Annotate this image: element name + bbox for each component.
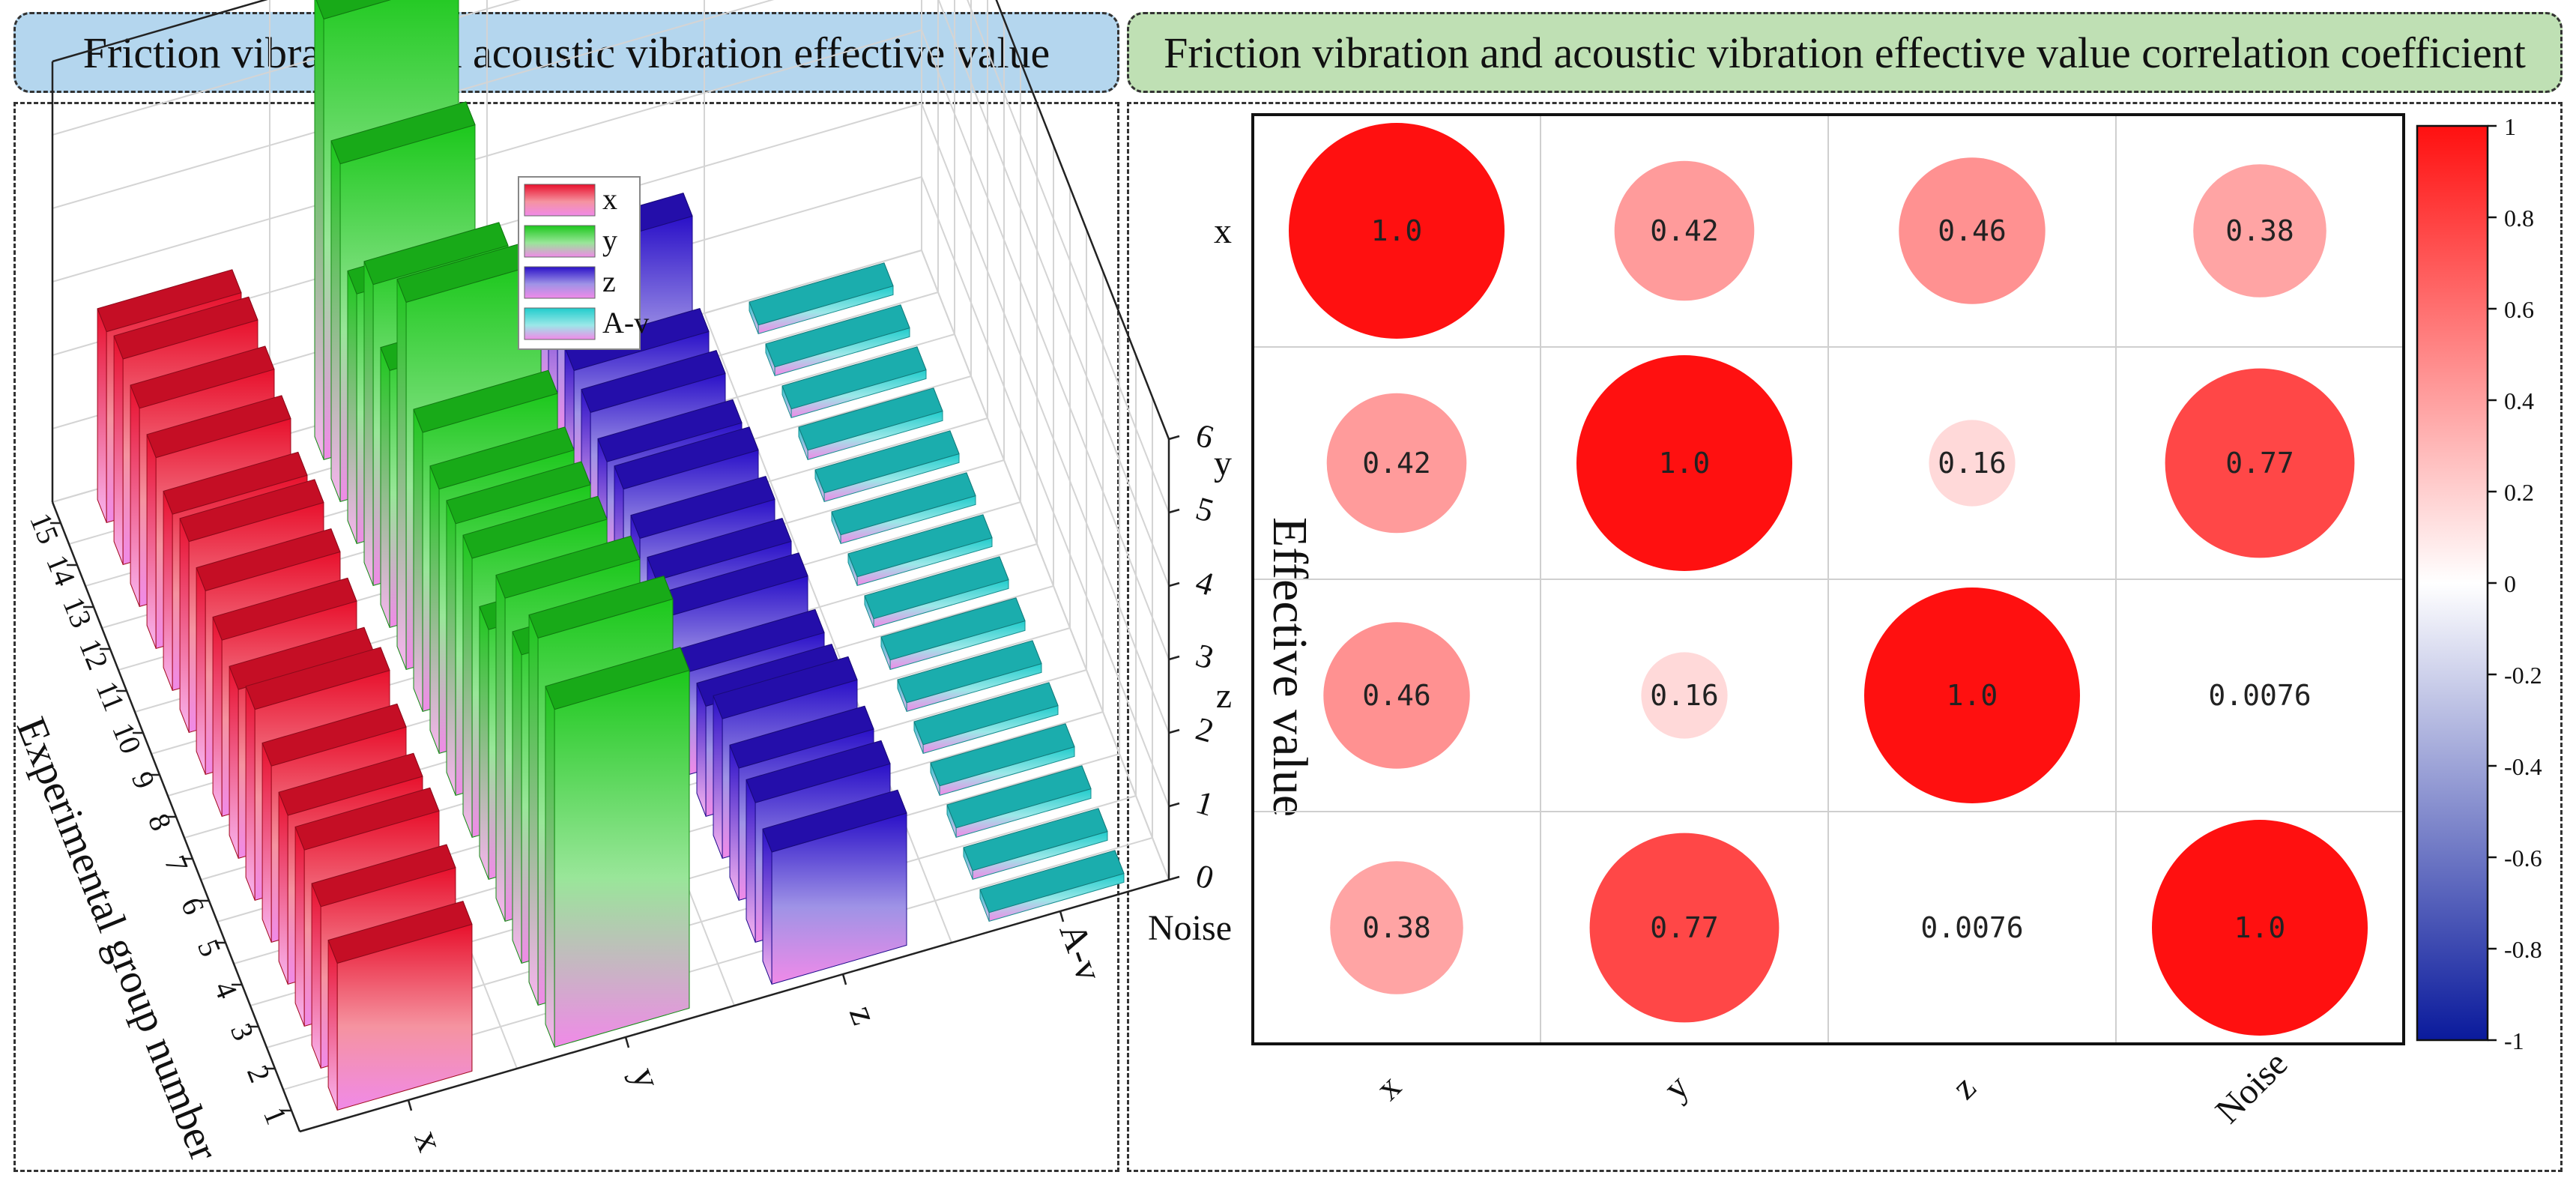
cell-value-label: 0.46: [1938, 214, 2007, 247]
legend-swatch-y: [524, 225, 596, 258]
left-panel-title: Friction vibration and acoustic vibratio…: [13, 12, 1119, 93]
bubble-z-Noise: [2250, 686, 2270, 705]
cell-value-label: 1.0: [2234, 911, 2286, 944]
bar-A-v-group-2: [963, 808, 1108, 881]
bubble-x-y: [1614, 160, 1755, 301]
cell-value-label: 0.38: [1362, 911, 1431, 944]
bar-A-v-group-15: [749, 262, 894, 335]
row-label: Noise: [1148, 908, 1232, 948]
colorbar: 1 0.8 0.6 0.4 0.2 0 -0.2 -0.4 -0.6 -0.8 -1: [2416, 113, 2542, 1054]
bar-A-v-group-8: [864, 556, 1009, 629]
bar-A-v-group-4: [930, 723, 1075, 797]
colorbar-tick-label: -0.4: [2504, 753, 2542, 780]
colorbar-tick-label: -1: [2504, 1027, 2524, 1054]
colorbar-tick-label: -0.8: [2504, 936, 2542, 963]
right-panel-title: Friction vibration and acoustic vibratio…: [1127, 12, 2563, 93]
legend-swatch-z: [524, 266, 596, 299]
legend-swatch-x: [524, 184, 596, 217]
cell-value-label: 0.0076: [2208, 679, 2311, 712]
cell-value-label: 0.77: [1650, 911, 1719, 944]
cell-value-label: 0.38: [2225, 214, 2294, 247]
bubble-z-z: [1864, 588, 2080, 803]
correlation-grid: 1.0 0.42 0.46 0.38 0.42 1.0 0.16 0.77 0.46 0.16 1.…: [1251, 113, 2405, 1045]
column-label: y: [1656, 1067, 1696, 1108]
bubble-Noise-Noise: [2152, 820, 2368, 1036]
colorbar-tick-label: 0.4: [2504, 387, 2534, 414]
bubble-x-Noise: [2193, 164, 2326, 298]
legend: xyz A-v: [518, 176, 649, 350]
legend-label: x: [602, 182, 617, 216]
cell-value-label: 0.42: [1362, 447, 1431, 480]
colorbar-tick-label: -0.2: [2504, 662, 2542, 689]
row-labels: x y z Noise: [1148, 211, 1232, 948]
row-label: x: [1214, 211, 1232, 251]
bar-A-v-group-13: [781, 346, 927, 419]
legend-label: z: [602, 265, 616, 298]
row-label: z: [1216, 676, 1232, 716]
colorbar-tick-label: 1: [2504, 113, 2516, 140]
bubble-y-x: [1326, 393, 1467, 534]
column-label: z: [1944, 1068, 1984, 1108]
bar-A-v-group-6: [897, 640, 1042, 713]
legend-swatch-A-v: [524, 307, 596, 340]
colorbar-tick-label: 0.8: [2504, 205, 2534, 232]
z-axis-label: Effective value: [1263, 517, 1317, 817]
bar-A-v-group-3: [946, 765, 1092, 839]
bar-y-group-1: [545, 647, 690, 1048]
column-labels: x y z Noise: [1368, 1044, 2296, 1132]
bar-A-v-group-1: [979, 850, 1125, 922]
bar-z-group-1: [762, 789, 907, 985]
bubble-x-z: [1899, 157, 2046, 304]
bubble-z-y: [1641, 652, 1728, 739]
bar-A-v-group-5: [913, 682, 1059, 755]
bars: [97, 0, 1125, 1111]
bar-A-v-group-12: [798, 387, 943, 461]
cell-value-label: 1.0: [1371, 214, 1423, 247]
right-chart-panel: [1127, 102, 2563, 1172]
bar-A-v-group-9: [847, 514, 993, 587]
bubble-y-y: [1576, 355, 1792, 571]
cell-value-label: 0.16: [1938, 447, 2007, 480]
bar-A-v-group-10: [831, 472, 976, 545]
legend-label: A-v: [602, 306, 649, 339]
bar-A-v-group-7: [880, 597, 1026, 671]
cell-value-label: 0.42: [1650, 214, 1719, 247]
bubble-Noise-x: [1330, 861, 1463, 994]
colorbar-tick-label: 0.6: [2504, 296, 2534, 323]
column-label: Noise: [2208, 1044, 2296, 1132]
bubble-Noise-z: [1962, 918, 1982, 937]
bubble-Noise-y: [1589, 833, 1780, 1023]
cell-value-label: 0.16: [1650, 679, 1719, 712]
bubble-x-x: [1289, 123, 1505, 339]
bubble-y-z: [1929, 420, 2016, 507]
colorbar-tick-label: 0: [2504, 570, 2516, 597]
cell-value-label: 1.0: [1659, 447, 1711, 480]
bar-A-v-group-14: [765, 304, 910, 377]
legend-label: y: [602, 223, 617, 257]
cell-value-label: 0.0076: [1920, 911, 2023, 944]
bubble-y-Noise: [2165, 368, 2355, 558]
cell-value-label: 1.0: [1947, 679, 1998, 712]
bubble-z-x: [1323, 622, 1470, 769]
cell-value-label: 0.46: [1362, 679, 1431, 712]
row-label: y: [1214, 444, 1232, 483]
colorbar-tick-label: 0.2: [2504, 479, 2534, 506]
left-chart-panel: [13, 102, 1119, 1172]
bar-x-group-1: [327, 900, 473, 1111]
column-label: x: [1368, 1067, 1409, 1108]
colorbar-tick-label: -0.6: [2504, 845, 2542, 872]
cell-value-label: 0.77: [2225, 447, 2294, 480]
bar-A-v-group-11: [814, 430, 960, 503]
